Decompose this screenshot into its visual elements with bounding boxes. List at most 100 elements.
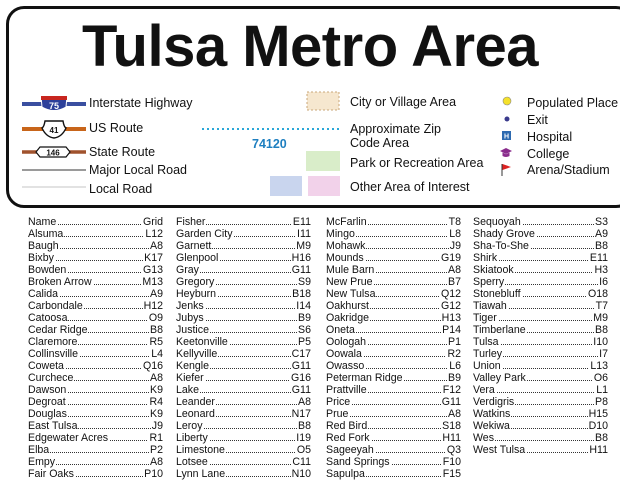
legend-us-route-label: US Route [89,121,144,135]
index-row: Wekiwa D10 [473,420,608,432]
place-name: East Tulsa [28,420,79,432]
index-row: Heyburn B18 [176,288,311,300]
grid-reference: R2 [446,348,461,360]
index-row: Kengle G11 [176,360,311,372]
index-row: Keetonville P5 [176,336,311,348]
svg-text:146: 146 [46,149,60,158]
index-row: Bixby K17 [28,252,163,264]
grid-reference: T7 [594,300,608,312]
place-name: Jubys [176,312,205,324]
city-area-swatch [306,91,340,111]
grid-reference: N17 [290,408,311,420]
grid-reference: S9 [297,276,311,288]
grid-reference: E11 [291,216,311,228]
index-row: Owasso L6 [326,360,461,372]
place-name: Fisher [176,216,207,228]
index-row: Kellyville C17 [176,348,311,360]
grid-reference: P5 [297,336,311,348]
grid-reference: O9 [147,312,163,324]
place-name: Red Bird [326,420,369,432]
svg-text:75: 75 [49,101,59,111]
index-row: Douglas K9 [28,408,163,420]
grid-reference: K9 [149,408,163,420]
place-name: Calida [28,288,60,300]
index-row: Red Bird S18 [326,420,461,432]
index-row: Prue A8 [326,408,461,420]
grid-reference: A8 [149,240,163,252]
place-name: Heyburn [176,288,218,300]
grid-reference: I19 [295,432,311,444]
place-name: Name [28,216,58,228]
place-name: Sand Springs [326,456,391,468]
place-name: Mounds [326,252,365,264]
place-name: Baugh [28,240,60,252]
index-row: Curchece A8 [28,372,163,384]
index-row: Empy A8 [28,456,163,468]
grid-reference: F10 [441,456,461,468]
index-row: Tulsa I10 [473,336,608,348]
legend-city-area-label: City or Village Area [350,95,457,109]
place-name: Oakridge [326,312,370,324]
index-row: Cedar Ridge B8 [28,324,163,336]
place-name: Empy [28,456,57,468]
grid-reference: H12 [142,300,163,312]
place-name: Cedar Ridge [28,324,89,336]
index-row: Sha-To-She B8 [473,240,608,252]
index-row: Claremore R5 [28,336,163,348]
place-name: Dawson [28,384,68,396]
place-name: Sequoyah [473,216,522,228]
grid-reference: L6 [448,360,461,372]
place-name: Fair Oaks [28,468,75,480]
legend-populated-label: Populated Place [527,96,619,110]
grid-reference: L4 [150,348,163,360]
index-row: Lotsee C11 [176,456,311,468]
place-name: Sperry [473,276,506,288]
grid-reference: H16 [290,252,311,264]
grid-reference: O6 [592,372,608,384]
place-name: Kengle [176,360,210,372]
place-name: Red Fork [326,432,371,444]
place-name: Shady Grove [473,228,536,240]
index-row: Kiefer G16 [176,372,311,384]
place-name: Claremore [28,336,79,348]
index-row: Baugh A8 [28,240,163,252]
index-row: Sand Springs F10 [326,456,461,468]
place-name: Kiefer [176,372,205,384]
place-index: Name Grid Alsuma L12 Baugh A8 Bixby K17 Bowden G1… [28,216,620,490]
place-name: Prue [326,408,350,420]
index-row: Garden City I11 [176,228,311,240]
grid-reference: F15 [441,468,461,480]
index-row: New Prue B7 [326,276,461,288]
grid-reference: B8 [594,240,608,252]
index-row: Fair Oaks P10 [28,468,163,480]
index-row: Lynn Lane N10 [176,468,311,480]
grid-reference: A9 [594,228,608,240]
place-name: Sha-To-She [473,240,530,252]
index-row: Calida A9 [28,288,163,300]
legend-exit-label: Exit [527,113,548,127]
grid-reference: B8 [149,324,163,336]
index-row: New Tulsa Q12 [326,288,461,300]
grid-reference: G11 [440,396,461,408]
place-name: Lynn Lane [176,468,227,480]
grid-reference: Q12 [439,288,461,300]
index-row: Degroat R4 [28,396,163,408]
grid-reference: I7 [598,348,608,360]
index-row: Gray G11 [176,264,311,276]
grid-reference: J9 [150,420,163,432]
grid-reference: L12 [144,228,163,240]
place-name: Price [326,396,352,408]
legend-park-label: Park or Recreation Area [350,156,484,170]
index-row: Lake G11 [176,384,311,396]
index-row: Fisher E11 [176,216,311,228]
index-row: Stonebluff O18 [473,288,608,300]
grid-reference: L8 [448,228,461,240]
place-name: Glenpool [176,252,220,264]
grid-reference: H3 [593,264,608,276]
grid-reference: A8 [447,264,461,276]
exit-dot-icon [504,116,510,122]
grid-reference: H11 [441,432,461,444]
legend-zip-label-line1: Approximate Zip [350,122,442,136]
grid-reference: D10 [587,420,608,432]
index-row: Sperry I6 [473,276,608,288]
